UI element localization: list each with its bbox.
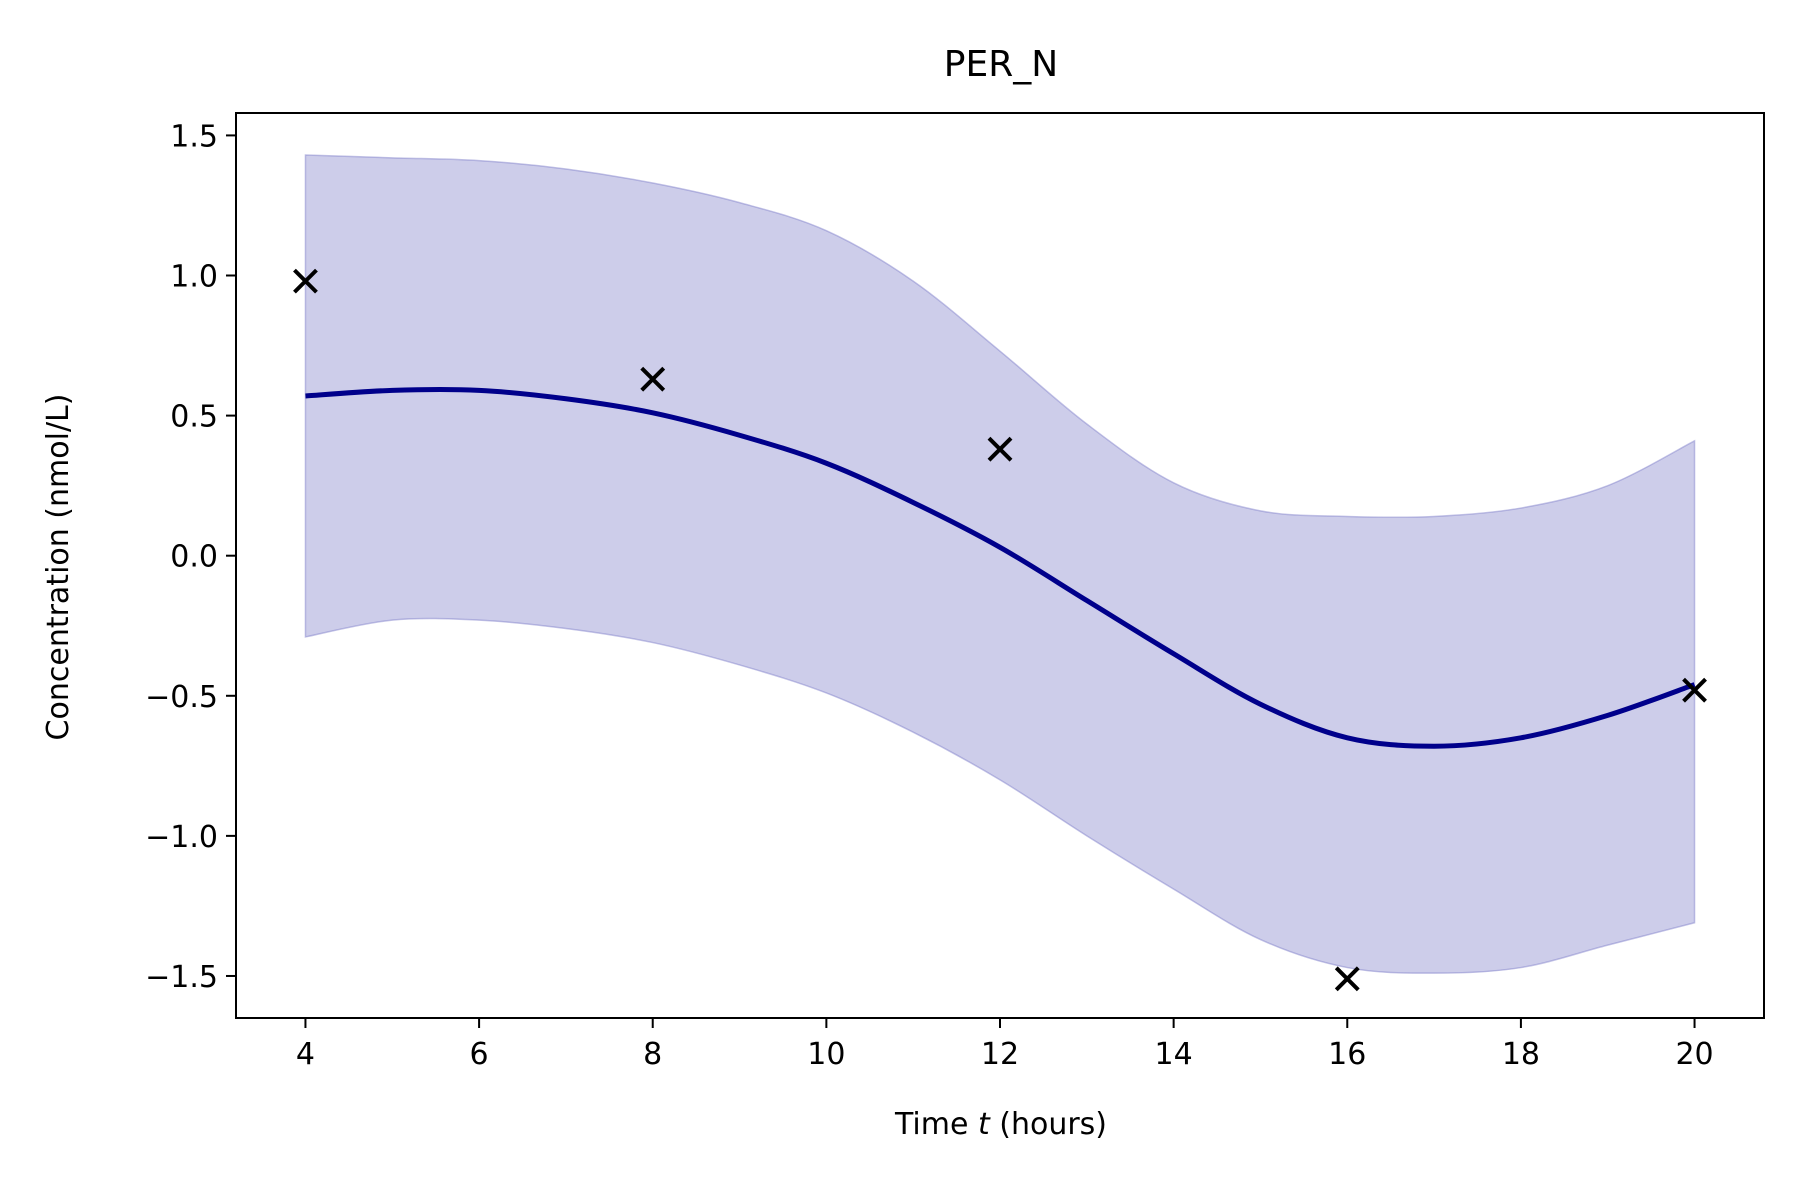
y-tick-label: 1.0: [170, 260, 218, 295]
y-tick-label: −1.0: [145, 820, 218, 855]
x-tick-label: 8: [643, 1037, 662, 1072]
y-axis-ticks: −1.5 −1.0 −0.5 0.0 0.5 1.0 1.5: [145, 119, 236, 995]
x-tick-label: 18: [1502, 1037, 1540, 1072]
x-tick-label: 4: [296, 1037, 315, 1072]
confidence-band-layer: [304, 154, 1696, 974]
observation-marker: [640, 366, 666, 392]
x-tick-label: 10: [807, 1037, 845, 1072]
confidence-band: [304, 154, 1696, 974]
observation-marker: [1334, 966, 1360, 992]
observation-marker: [987, 436, 1013, 462]
y-tick-label: 1.5: [170, 119, 218, 154]
mean-line-layer: [305, 387, 1696, 749]
y-tick-label: 0.0: [170, 540, 218, 575]
y-tick-label: 0.5: [170, 400, 218, 435]
x-tick-label: 12: [981, 1037, 1019, 1072]
chart-title: PER_N: [944, 44, 1058, 85]
x-tick-label: 16: [1328, 1037, 1366, 1072]
x-tick-label: 20: [1675, 1037, 1713, 1072]
observation-marker-layer: [293, 268, 1707, 992]
y-tick-label: −0.5: [145, 680, 218, 715]
x-tick-label: 6: [470, 1037, 489, 1072]
observation-marker: [1682, 677, 1707, 703]
x-tick-label: 14: [1155, 1037, 1193, 1072]
x-axis-label: Time t (hours): [894, 1107, 1107, 1142]
y-tick-label: −1.5: [145, 960, 218, 995]
x-axis-label-variable: t: [978, 1107, 991, 1142]
x-axis-label-prefix: Time: [894, 1107, 978, 1142]
x-axis-ticks: 4 6 8 10 12 14 16 18 20: [296, 1018, 1714, 1072]
x-axis-label-suffix: (hours): [990, 1107, 1107, 1142]
y-axis-label: Concentration (nmol/L): [41, 394, 76, 741]
observation-marker: [293, 268, 318, 294]
mean-line: [305, 387, 1696, 749]
